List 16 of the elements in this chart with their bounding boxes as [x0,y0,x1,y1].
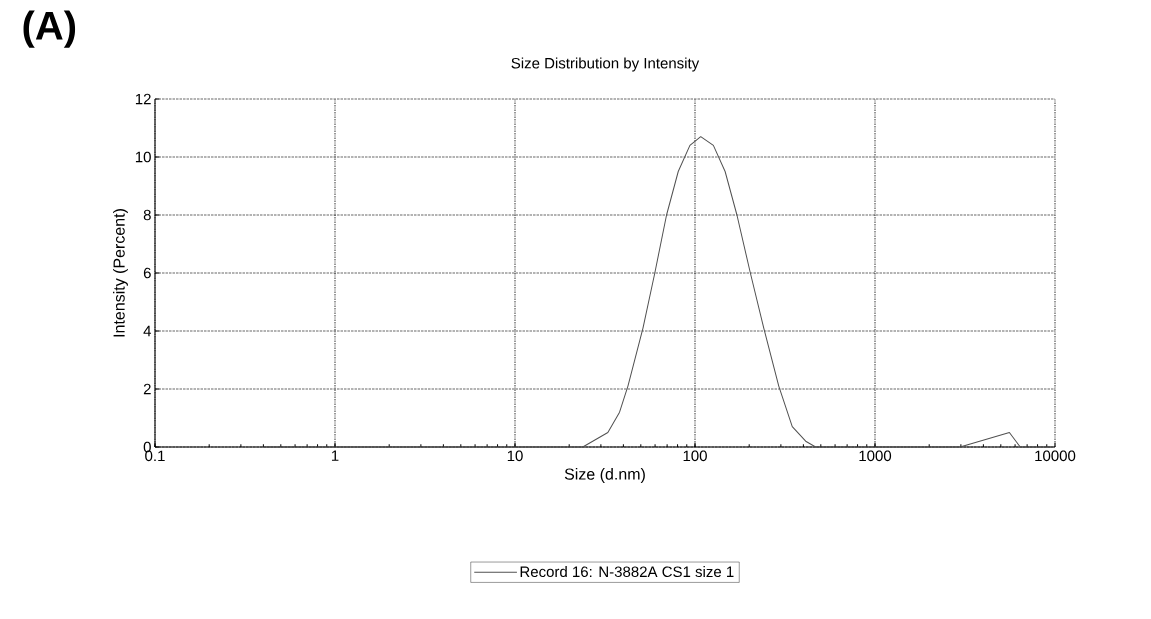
legend-label: Record 16: N-3882A CS1 size 1 [520,566,734,578]
y-tick-label: 4 [143,325,152,337]
x-tick-label: 1 [331,450,339,461]
y-tick-label: 2 [143,383,151,395]
x-axis-title: Size (d.nm) [564,468,645,483]
x-tick-label: 10000 [1035,450,1076,462]
chart-title: Size Distribution by Intensity [511,57,700,72]
x-tick-label: 10 [507,450,523,462]
y-tick-label: 10 [135,151,151,163]
y-axis-title: Intensity (Percent) [113,209,128,337]
x-tick-label: 1000 [859,450,892,462]
x-tick-label: 100 [683,450,707,462]
y-tick-label: 12 [135,93,151,105]
text: (A) [23,10,76,48]
y-tick-label: 6 [143,267,151,279]
y-tick-label: 8 [143,209,151,221]
